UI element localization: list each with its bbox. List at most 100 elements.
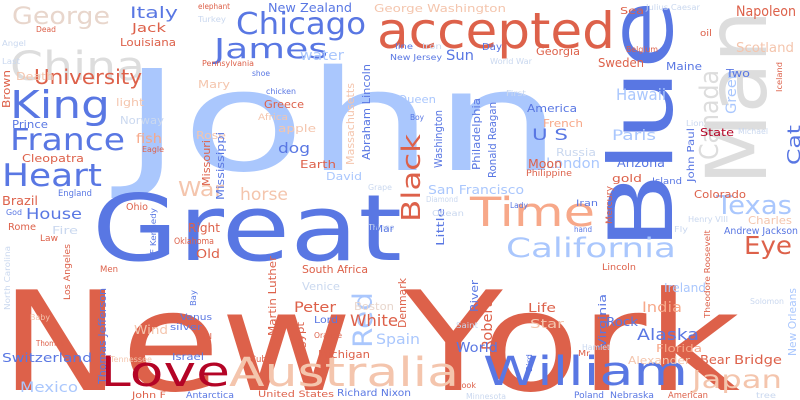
word-prince: Prince — [12, 118, 48, 131]
word-oklahoma: Oklahoma — [174, 237, 214, 247]
word-day: Day — [482, 42, 502, 53]
word-ronald-reagan: Ronald Reagan — [486, 102, 499, 178]
word-georgia: Georgia — [536, 45, 580, 58]
word-green: Green — [724, 70, 740, 114]
word-brown: Brown — [0, 70, 13, 108]
word-michael: Michael — [738, 127, 768, 136]
word-iron: Iron — [422, 42, 442, 51]
word-earth: Earth — [300, 158, 336, 171]
word-angel: Angel — [2, 39, 26, 48]
word-great: Great — [92, 175, 402, 282]
word-new-york: New York — [0, 262, 740, 400]
word-law: Law — [40, 234, 58, 244]
word-james: James — [211, 32, 328, 65]
word-minnesota: Minnesota — [466, 392, 506, 400]
word-california: California — [506, 233, 676, 264]
word-eagle: Eagle — [142, 145, 164, 154]
word-new-orleans: New Orleans — [786, 288, 799, 356]
word-australia: Australia — [229, 350, 459, 396]
word-fire: Fire — [52, 224, 78, 237]
word-arizona: Arizona — [617, 156, 665, 170]
word-iran: Iran — [576, 199, 598, 209]
word-time: Time — [469, 190, 595, 236]
word-thomas: Thomas — [35, 339, 64, 348]
word-blue: Blue — [590, 0, 693, 250]
word-canada: Canada — [695, 70, 725, 160]
word-ireland: Ireland — [664, 281, 706, 295]
word-cuba: Cuba — [250, 355, 272, 365]
word-denmark: Denmark — [396, 277, 409, 328]
word-robert: Robert — [480, 301, 496, 350]
word-tennessee: Tennessee — [109, 355, 152, 364]
word-italy: Italy — [130, 3, 178, 22]
word-french: French — [543, 117, 583, 130]
word-julius-caesar: Julius Caesar — [645, 3, 701, 12]
word-fish: fish — [136, 132, 162, 147]
word-hawaii: Hawaii — [616, 85, 666, 104]
word-oil: oil — [700, 29, 712, 39]
word-henry-viii: Henry VIII — [688, 215, 728, 224]
word-south-africa: South Africa — [302, 263, 368, 276]
word-africa: Africa — [258, 113, 288, 123]
word-san-francisco: San Francisco — [428, 183, 524, 197]
word-massachusetts: Massachusetts — [344, 83, 357, 165]
word-philadelphia: Philadelphia — [470, 98, 483, 170]
word-white: White — [350, 311, 398, 330]
word-new-zealand: New Zealand — [268, 1, 352, 15]
word-antarctica: Antarctica — [186, 391, 234, 400]
word-black: Black — [397, 134, 427, 222]
word-egypt: Egypt — [294, 321, 307, 356]
word-red: Red — [348, 292, 379, 348]
word-china: China — [10, 44, 145, 90]
word-philippine: Philippine — [526, 169, 572, 179]
word-apple: apple — [278, 122, 316, 135]
word-moon: Moon — [528, 157, 562, 171]
word-john-paul: John Paul — [686, 128, 697, 183]
word-horse: horse — [240, 185, 288, 205]
word-sweden: Sweden — [598, 56, 644, 70]
word-heart: Heart — [2, 158, 102, 194]
word-sun: Sun — [446, 48, 474, 64]
word-men: Men — [100, 265, 118, 275]
word-university: University — [34, 65, 142, 89]
word-rome: Rome — [8, 222, 36, 233]
word-alaska: Alaska — [637, 325, 699, 344]
word-last: Last — [2, 57, 20, 66]
word-cleopatra: Cleopatra — [22, 152, 84, 165]
word-florida: Florida — [656, 342, 702, 355]
word-scotland: Scotland — [736, 41, 794, 56]
word-girl: Girl — [196, 332, 212, 341]
word-north-carolina: North Carolina — [3, 246, 12, 310]
word-two: Two — [725, 67, 750, 80]
word-india: India — [642, 300, 682, 316]
word-book: Book — [456, 381, 476, 390]
word-love: Love — [100, 347, 230, 396]
word-silver: silver — [170, 323, 202, 333]
word-venice: Venice — [302, 280, 340, 293]
word-cat: Cat — [784, 125, 800, 165]
word-mississippi: Mississippi — [214, 132, 227, 200]
word-peter: Peter — [294, 300, 336, 316]
word-boy: Boy — [410, 113, 424, 122]
word-little: Little — [434, 208, 447, 246]
word-first: First — [506, 89, 526, 98]
word-new-jersey: New Jersey — [390, 53, 442, 62]
word-grape: Grape — [368, 183, 392, 192]
word-solomon: Solomon — [750, 297, 784, 306]
word-london: London — [546, 156, 600, 172]
word-mexico: Mexico — [20, 380, 78, 396]
word-america: America — [527, 102, 577, 115]
word-spain: Spain — [376, 332, 420, 348]
word-dead: Dead — [36, 25, 56, 34]
word-world: World — [456, 341, 498, 356]
word-lion: Lion — [686, 119, 704, 128]
word-los-angeles: Los Angeles — [63, 244, 73, 300]
word-god: God — [6, 208, 22, 217]
word-pennsylvania: Pennsylvania — [202, 59, 254, 68]
word-colorado: Colorado — [694, 188, 746, 201]
word-state: State — [700, 126, 734, 139]
word-queen: Queen — [398, 93, 436, 106]
word-old: Old — [196, 247, 220, 261]
word-boston: Boston — [354, 300, 394, 313]
